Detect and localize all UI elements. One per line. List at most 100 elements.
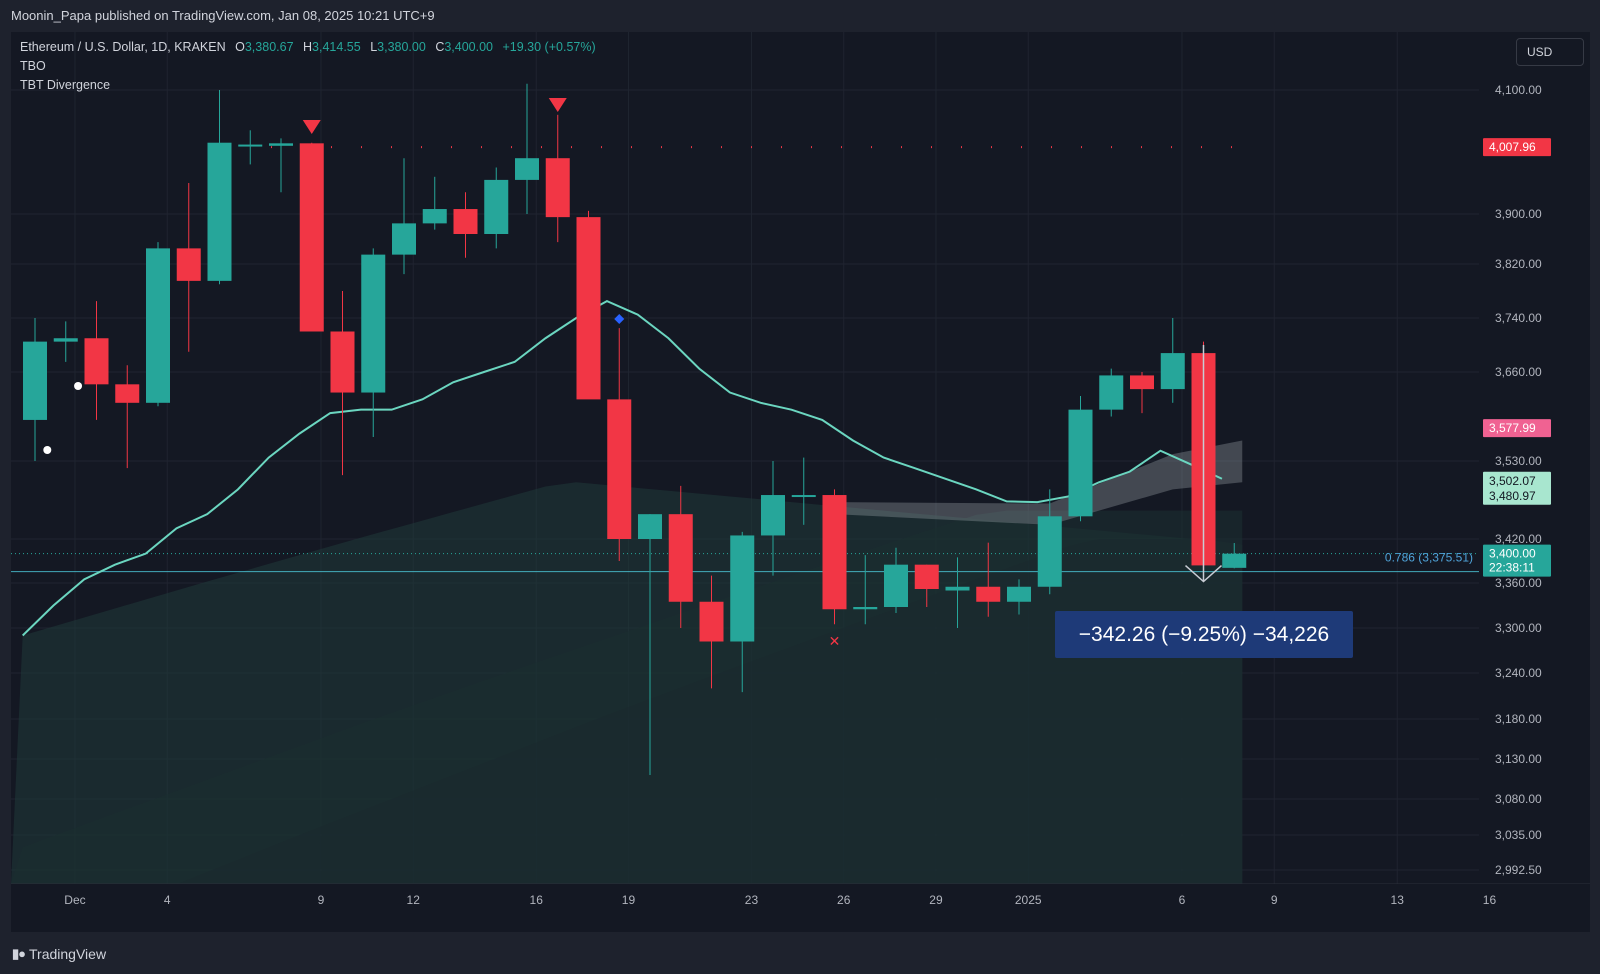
y-tick-label: 3,240.00 — [1495, 666, 1542, 680]
bottom-bar — [0, 932, 1600, 974]
candle-body — [638, 514, 662, 539]
candle-body — [914, 564, 939, 589]
sell-triangle-icon — [548, 98, 567, 112]
candle-body — [361, 254, 386, 393]
candle-body — [1037, 516, 1062, 587]
measure-arrow-head — [1185, 564, 1222, 583]
price-tag-label: 3,480.97 — [1489, 489, 1536, 503]
top-bar: Moonin_Papa published on TradingView.com… — [0, 0, 1600, 32]
candle-body — [884, 564, 908, 607]
candle-body — [299, 143, 324, 332]
y-tick-label: 3,300.00 — [1495, 621, 1542, 635]
x-tick-label: 9 — [1271, 893, 1278, 907]
x-tick-label: 2025 — [1015, 893, 1042, 907]
x-tick-label: 16 — [1483, 893, 1497, 907]
indicator-tbo[interactable]: TBO — [20, 59, 46, 73]
price-tag-label: 4,007.96 — [1489, 140, 1536, 154]
candle-body — [207, 142, 232, 281]
candle-body — [23, 341, 47, 420]
price-tag-label: 3,400.00 — [1489, 547, 1536, 561]
candle-body — [668, 514, 693, 602]
currency-button[interactable]: USD — [1516, 38, 1584, 66]
x-tick-label: 26 — [837, 893, 851, 907]
price-tag — [1483, 471, 1551, 490]
candle-body — [392, 223, 416, 255]
legend-o-value: 3,380.67 — [244, 40, 294, 54]
cross-icon: ✕ — [829, 633, 841, 649]
x-tick-label: 6 — [1179, 893, 1186, 907]
time-axis — [11, 884, 1590, 932]
candle-body — [1222, 553, 1247, 568]
fib-label: 0.786 (3,375.51) — [1385, 551, 1473, 565]
candle-body — [576, 217, 601, 400]
candle-body — [176, 248, 201, 281]
grey-band — [834, 440, 1243, 525]
legend-o-label: O — [235, 40, 245, 54]
x-tick-label: 13 — [1391, 893, 1405, 907]
candle-body — [115, 384, 140, 403]
price-tag — [1483, 558, 1551, 577]
candle-body — [484, 179, 509, 234]
candle-body — [1068, 409, 1093, 517]
publisher-line: Moonin_Papa published on TradingView.com… — [11, 8, 435, 23]
legend-change: +19.30 (+0.57%) — [502, 40, 596, 54]
legend-l-value: 3,380.00 — [377, 40, 426, 54]
price-tag-label: 22:38:11 — [1489, 561, 1535, 575]
y-tick-label: 3,130.00 — [1495, 752, 1542, 766]
x-tick-label: 9 — [318, 893, 325, 907]
candle-body — [791, 495, 816, 498]
x-tick-label: Dec — [64, 893, 85, 907]
candle-body — [976, 586, 1001, 602]
y-tick-label: 3,360.00 — [1495, 576, 1542, 590]
drop-icon — [43, 446, 52, 454]
candle-body — [238, 144, 263, 147]
candle-body — [453, 209, 478, 234]
tradingview-logo[interactable]: ▮● TradingView — [12, 946, 106, 962]
sell-triangle-icon — [302, 120, 321, 134]
measure-label: −342.26 (−9.25%) −34,226 — [1055, 611, 1353, 658]
candle-body — [1130, 375, 1154, 390]
y-tick-label: 3,035.00 — [1495, 828, 1542, 842]
x-tick-label: 19 — [622, 893, 636, 907]
price-chart[interactable]: 0.786 (3,375.51) ✕ 4,100.00 3,900.00 3,820.0… — [11, 32, 1590, 932]
candle-body — [1007, 586, 1031, 602]
y-tick-label: 3,420.00 — [1495, 532, 1542, 546]
price-tag-label: 3,502.07 — [1489, 474, 1536, 488]
candle-body — [1160, 353, 1185, 390]
candle-body — [607, 399, 632, 539]
price-tag-label: 3,577.99 — [1489, 421, 1536, 435]
candle-body — [422, 209, 447, 224]
x-tick-label: 4 — [164, 893, 171, 907]
candle-body — [822, 495, 847, 610]
candle-body — [730, 535, 755, 642]
candle-body — [699, 601, 724, 642]
candle-body — [515, 158, 539, 180]
legend-symbol[interactable]: Ethereum / U.S. Dollar, 1D, KRAKEN — [20, 40, 226, 54]
candle-body — [545, 158, 570, 218]
indicator-tbt-divergence[interactable]: TBT Divergence — [20, 78, 111, 92]
y-tick-label: 3,820.00 — [1495, 257, 1542, 271]
y-tick-label: 4,100.00 — [1495, 83, 1542, 97]
price-tag — [1483, 544, 1551, 563]
legend-h-label: H — [303, 40, 313, 54]
x-tick-label: 23 — [745, 893, 759, 907]
ma-line — [22, 300, 1223, 637]
price-tag — [1483, 138, 1551, 157]
tradingview-logo-icon: ▮● — [12, 946, 26, 961]
candle-body — [1099, 375, 1124, 410]
candle-body — [53, 338, 78, 342]
candle-body — [146, 248, 170, 403]
y-tick-label: 3,900.00 — [1495, 207, 1542, 221]
y-tick-label: 3,180.00 — [1495, 712, 1542, 726]
legend-l-label: L — [370, 40, 378, 54]
drop-icon — [74, 382, 83, 390]
candle-body — [269, 143, 293, 146]
y-tick-label: 3,080.00 — [1495, 792, 1542, 806]
price-tag — [1483, 486, 1551, 505]
candle-body — [761, 495, 785, 536]
x-tick-label: 12 — [407, 893, 421, 907]
diamond-icon — [614, 314, 625, 324]
legend-ohlc: Ethereum / U.S. Dollar, 1D, KRAKEN O3,38… — [20, 40, 596, 54]
y-tick-label: 3,530.00 — [1495, 454, 1542, 468]
legend-c-value: 3,400.00 — [444, 40, 494, 54]
